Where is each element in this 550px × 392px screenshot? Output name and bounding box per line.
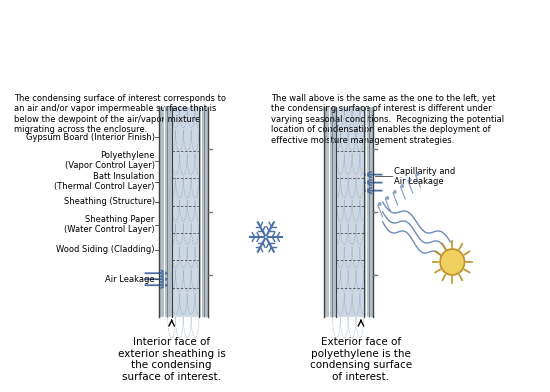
Text: Sheathing (Structure): Sheathing (Structure) [64, 197, 155, 206]
Circle shape [378, 202, 382, 206]
Text: Gypsum Board (Interior Finish): Gypsum Board (Interior Finish) [26, 133, 155, 142]
Text: Air Leakage: Air Leakage [105, 275, 155, 284]
Circle shape [393, 190, 397, 194]
Bar [337, 107, 364, 317]
Bar [324, 107, 337, 317]
Circle shape [440, 249, 465, 275]
Circle shape [386, 196, 389, 200]
Text: The wall above is the same as the one to the left, yet
the condensing surface of: The wall above is the same as the one to… [272, 94, 504, 145]
Text: The condensing surface of interest corresponds to
an air and/or vapor impermeabl: The condensing surface of interest corre… [14, 94, 227, 134]
Text: Polyethylene
(Vapor Control Layer): Polyethylene (Vapor Control Layer) [65, 151, 155, 170]
Text: Interior face of
exterior sheathing is
the condensing
surface of interest.: Interior face of exterior sheathing is t… [118, 337, 226, 382]
Circle shape [408, 178, 412, 182]
Bar [199, 107, 208, 317]
Text: Capillarity and
Air Leakage: Capillarity and Air Leakage [394, 167, 455, 186]
Text: Wood Siding (Cladding): Wood Siding (Cladding) [56, 245, 155, 254]
Text: Batt Insulation
(Thermal Control Layer): Batt Insulation (Thermal Control Layer) [54, 172, 155, 191]
Circle shape [400, 184, 404, 188]
Text: Exterior face of
polyethylene is the
condensing surface
of interest.: Exterior face of polyethylene is the con… [310, 337, 412, 382]
Bar [172, 107, 199, 317]
Text: Sheathing Paper
(Water Control Layer): Sheathing Paper (Water Control Layer) [64, 215, 155, 234]
Circle shape [416, 172, 419, 176]
Bar [160, 107, 172, 317]
Bar [364, 107, 373, 317]
